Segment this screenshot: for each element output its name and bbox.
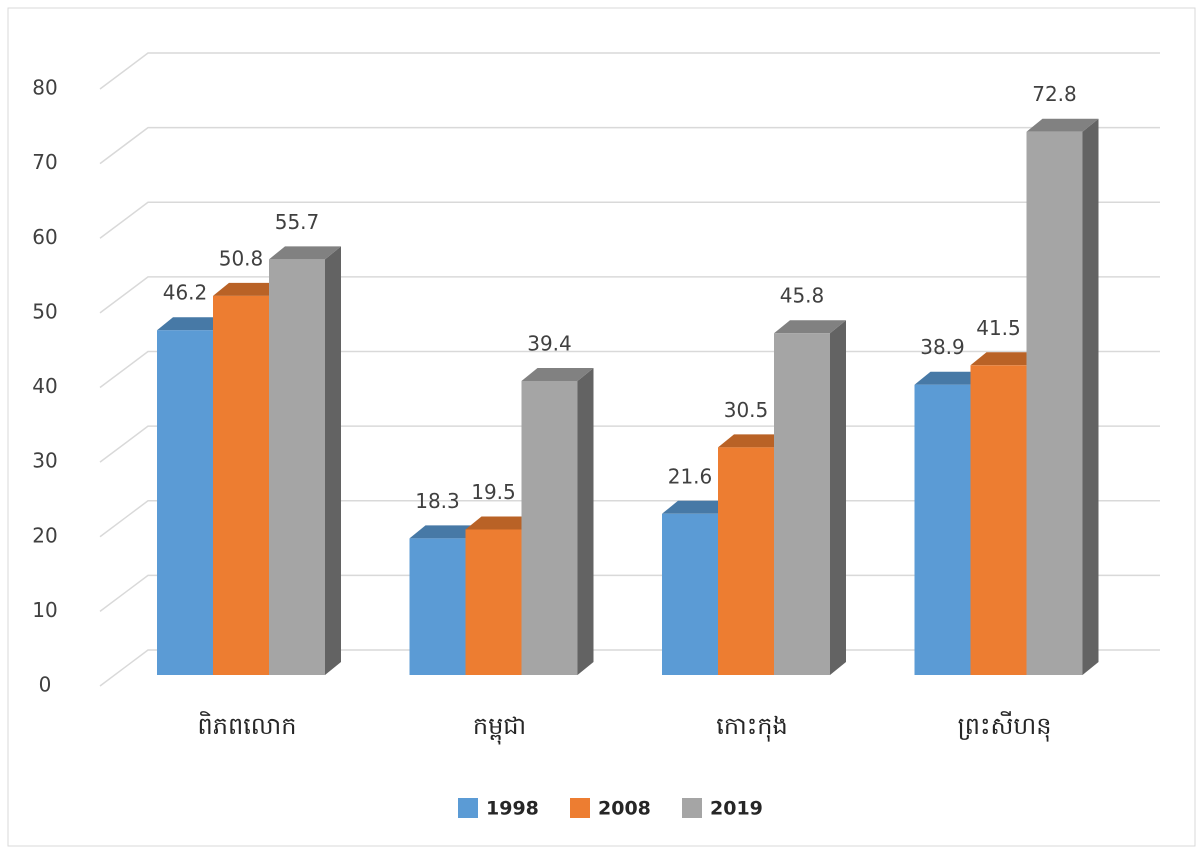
bar <box>718 447 774 675</box>
bar-top <box>465 516 538 530</box>
legend-swatch <box>682 798 702 818</box>
data-label: 21.6 <box>668 464 713 488</box>
y-tick-label: 40 <box>32 374 57 398</box>
bar <box>465 529 522 675</box>
data-label: 39.4 <box>527 331 572 355</box>
legend-swatch <box>458 798 478 818</box>
bar-top <box>718 434 790 448</box>
x-tick-label: ព្រះសីហនុ <box>958 711 1052 742</box>
bar <box>1026 131 1083 676</box>
bar <box>269 259 325 675</box>
data-label: 50.8 <box>219 246 264 270</box>
x-tick-label: កម្ពុជា <box>473 712 526 745</box>
bar <box>662 513 718 675</box>
bar-top <box>521 367 594 381</box>
bar <box>914 384 971 675</box>
bar <box>521 380 578 675</box>
bar <box>213 295 269 675</box>
bar-side <box>830 320 846 675</box>
y-tick-label: 0 <box>39 673 52 697</box>
bar-top <box>269 246 341 260</box>
bar-top <box>662 500 734 514</box>
data-label: 41.5 <box>976 316 1021 340</box>
bar <box>774 333 830 675</box>
x-tick-label: កោះកុង <box>716 712 787 742</box>
y-tick-label: 60 <box>32 225 57 249</box>
bar-side <box>577 367 594 675</box>
x-tick-label: ពិភពលោក <box>197 711 296 740</box>
data-label: 45.8 <box>780 284 825 308</box>
bar <box>409 538 466 675</box>
bar-top <box>409 525 482 539</box>
bar-top <box>1026 118 1099 132</box>
bar-top <box>970 352 1043 366</box>
y-tick-label: 70 <box>32 150 57 174</box>
bar-top <box>914 371 987 385</box>
y-tick-label: 20 <box>32 523 57 547</box>
grid-line <box>99 276 1160 314</box>
bar-side <box>325 246 341 675</box>
data-label: 38.9 <box>920 335 965 359</box>
bar-side <box>1082 118 1099 676</box>
y-tick-label: 30 <box>32 449 57 473</box>
legend-swatch <box>570 798 590 818</box>
y-tick-label: 50 <box>32 299 57 323</box>
grid-line <box>99 52 1160 90</box>
legend-label: 2019 <box>710 798 763 820</box>
bar-top <box>157 317 229 331</box>
y-tick-label: 80 <box>32 76 57 100</box>
legend-label: 2008 <box>598 798 651 820</box>
grid-line <box>99 126 1160 165</box>
bar-top <box>213 282 285 296</box>
legend-label: 1998 <box>486 798 539 820</box>
bar <box>970 365 1027 675</box>
bar-top <box>774 320 846 334</box>
data-label: 18.3 <box>415 489 460 513</box>
bar <box>157 330 213 675</box>
data-label: 72.8 <box>1032 82 1077 106</box>
y-tick-label: 10 <box>32 598 57 622</box>
data-label: 30.5 <box>724 398 769 422</box>
data-label: 55.7 <box>275 210 320 234</box>
grid-line <box>99 201 1160 239</box>
data-label: 46.2 <box>163 281 208 305</box>
data-label: 19.5 <box>471 480 516 504</box>
